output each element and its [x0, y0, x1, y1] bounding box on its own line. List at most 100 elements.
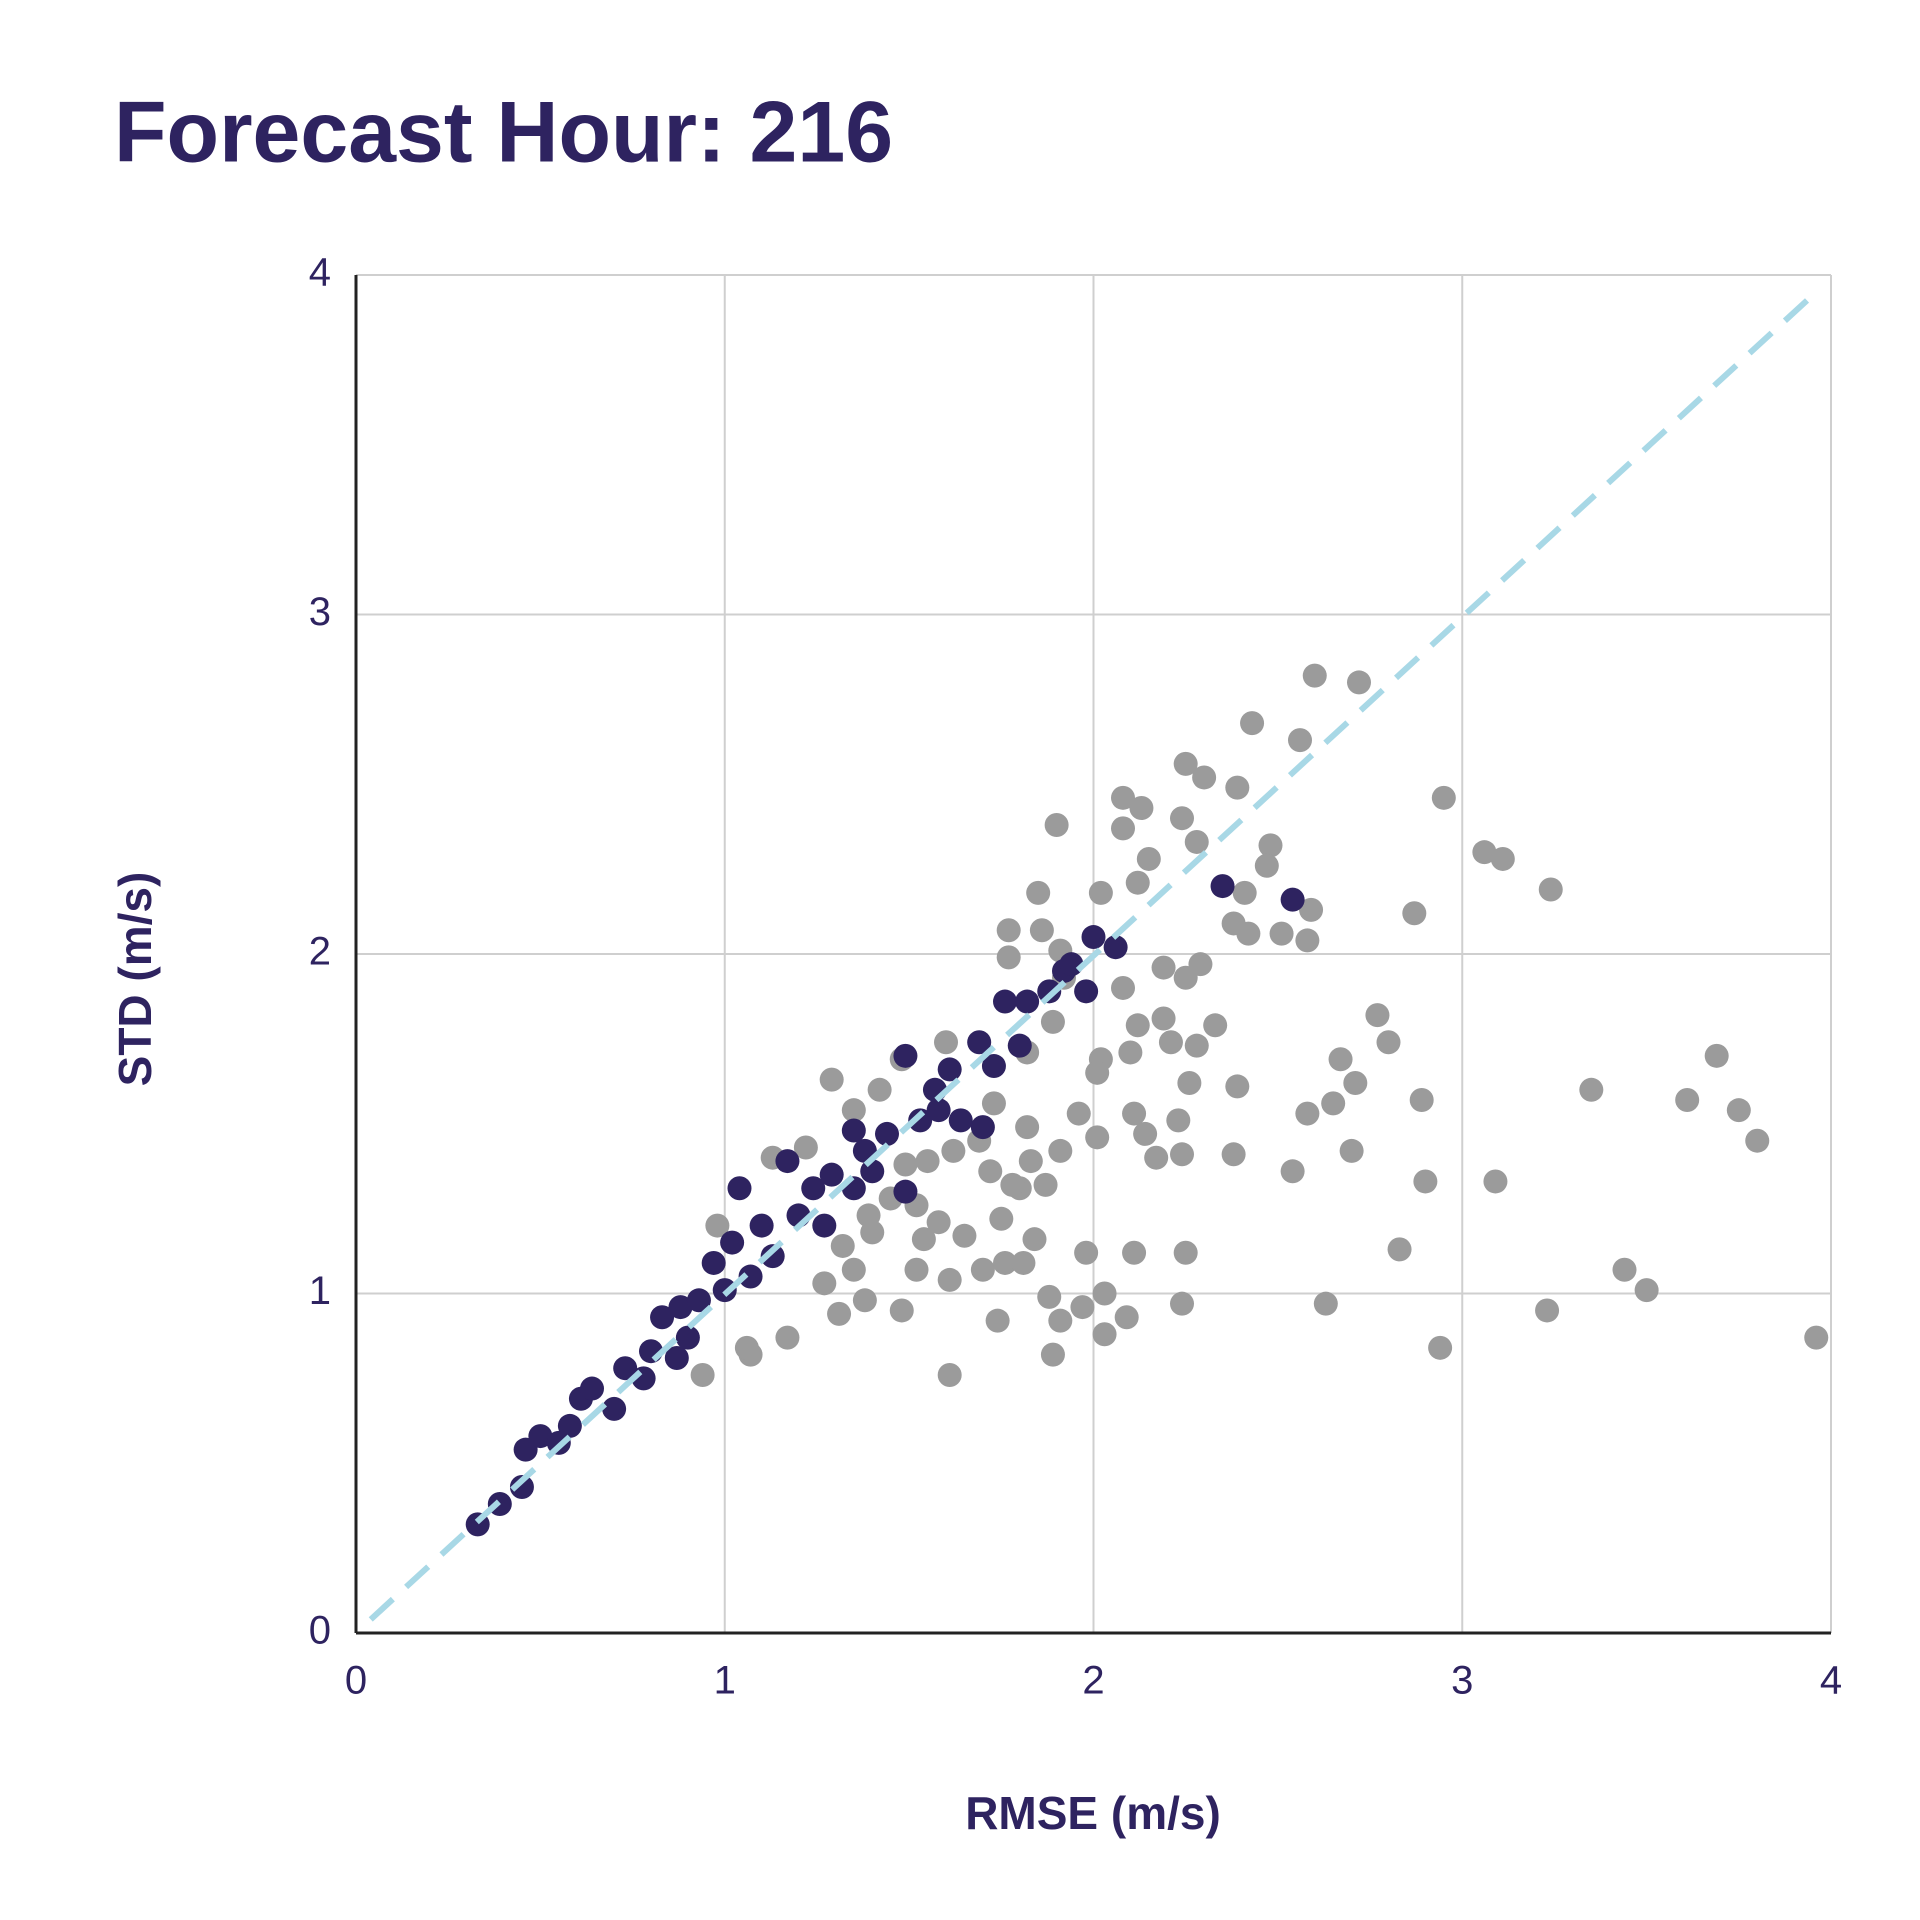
point — [650, 1305, 675, 1330]
point — [1240, 711, 1265, 736]
point — [734, 1335, 759, 1360]
x-tick-label: 1 — [714, 1659, 736, 1703]
point — [1081, 925, 1106, 950]
point — [1022, 1227, 1047, 1252]
point — [908, 1108, 933, 1133]
x-tick-label: 4 — [1820, 1659, 1842, 1703]
point — [981, 1054, 1006, 1079]
point — [841, 1118, 866, 1143]
point — [1048, 1138, 1073, 1163]
point — [937, 1267, 962, 1292]
point — [1288, 728, 1312, 753]
point — [981, 1091, 1006, 1116]
point — [528, 1424, 553, 1449]
point — [1343, 1071, 1368, 1096]
point — [1144, 1145, 1169, 1170]
point — [1048, 1308, 1073, 1333]
point — [1313, 1291, 1338, 1316]
point — [1018, 1149, 1043, 1174]
point — [1538, 877, 1563, 902]
point — [819, 1067, 844, 1092]
point — [819, 1162, 844, 1187]
point — [1173, 1240, 1198, 1265]
point — [1173, 965, 1198, 990]
point — [1634, 1278, 1659, 1303]
point — [1114, 1305, 1139, 1330]
point — [830, 1233, 855, 1258]
point — [1118, 1040, 1143, 1065]
point — [915, 1149, 940, 1174]
point — [1111, 975, 1135, 1000]
point — [926, 1210, 951, 1235]
point — [1085, 1125, 1110, 1150]
point — [1726, 1098, 1751, 1123]
point — [664, 1346, 689, 1371]
point — [978, 1159, 1003, 1184]
point — [1122, 1101, 1147, 1126]
point — [1000, 1172, 1025, 1197]
point — [948, 1108, 973, 1133]
point — [1085, 1060, 1110, 1085]
point — [904, 1257, 929, 1282]
point — [1040, 1342, 1065, 1367]
point — [1029, 918, 1054, 943]
point — [1483, 1169, 1508, 1194]
point — [970, 1257, 995, 1282]
point — [1302, 663, 1327, 688]
x-tick-label: 0 — [345, 1659, 367, 1703]
point — [720, 1230, 745, 1255]
point — [1387, 1237, 1412, 1262]
point — [1280, 1159, 1305, 1184]
point — [937, 1362, 962, 1387]
point — [1011, 1250, 1036, 1275]
point — [1295, 928, 1320, 953]
point — [856, 1203, 881, 1228]
point — [893, 1043, 918, 1068]
point — [1166, 1108, 1191, 1133]
point — [760, 1244, 785, 1269]
point — [970, 1115, 995, 1140]
point — [1151, 1006, 1176, 1031]
point — [1151, 955, 1176, 980]
point — [812, 1271, 837, 1296]
point — [934, 1030, 958, 1055]
point — [1258, 833, 1283, 858]
point — [1428, 1335, 1453, 1360]
point — [827, 1301, 852, 1326]
point — [1431, 785, 1456, 810]
point — [1015, 1115, 1040, 1140]
point — [738, 1264, 763, 1289]
point — [1704, 1043, 1729, 1068]
point — [1328, 1047, 1353, 1072]
point — [941, 1138, 966, 1163]
point — [749, 1213, 774, 1238]
point — [1037, 1284, 1062, 1309]
point — [712, 1278, 737, 1303]
point — [1173, 751, 1198, 776]
point — [705, 1213, 730, 1238]
point — [1111, 816, 1135, 841]
point — [1347, 670, 1371, 695]
y-tick-label: 4 — [309, 251, 331, 295]
point — [1402, 901, 1427, 926]
point — [1321, 1091, 1346, 1116]
point — [1745, 1128, 1770, 1153]
point — [1092, 1281, 1117, 1306]
point — [1088, 880, 1113, 905]
point — [1365, 1003, 1390, 1028]
point — [993, 1250, 1017, 1275]
point — [686, 1288, 711, 1313]
point — [1044, 812, 1069, 837]
point — [613, 1356, 638, 1381]
point — [1122, 1240, 1147, 1265]
point — [1037, 979, 1062, 1004]
point — [1136, 846, 1161, 871]
point — [996, 918, 1021, 943]
point — [1535, 1298, 1560, 1323]
point — [1413, 1169, 1438, 1194]
point — [937, 1057, 962, 1082]
point — [812, 1213, 837, 1238]
point — [926, 1098, 951, 1123]
point — [1184, 829, 1209, 854]
